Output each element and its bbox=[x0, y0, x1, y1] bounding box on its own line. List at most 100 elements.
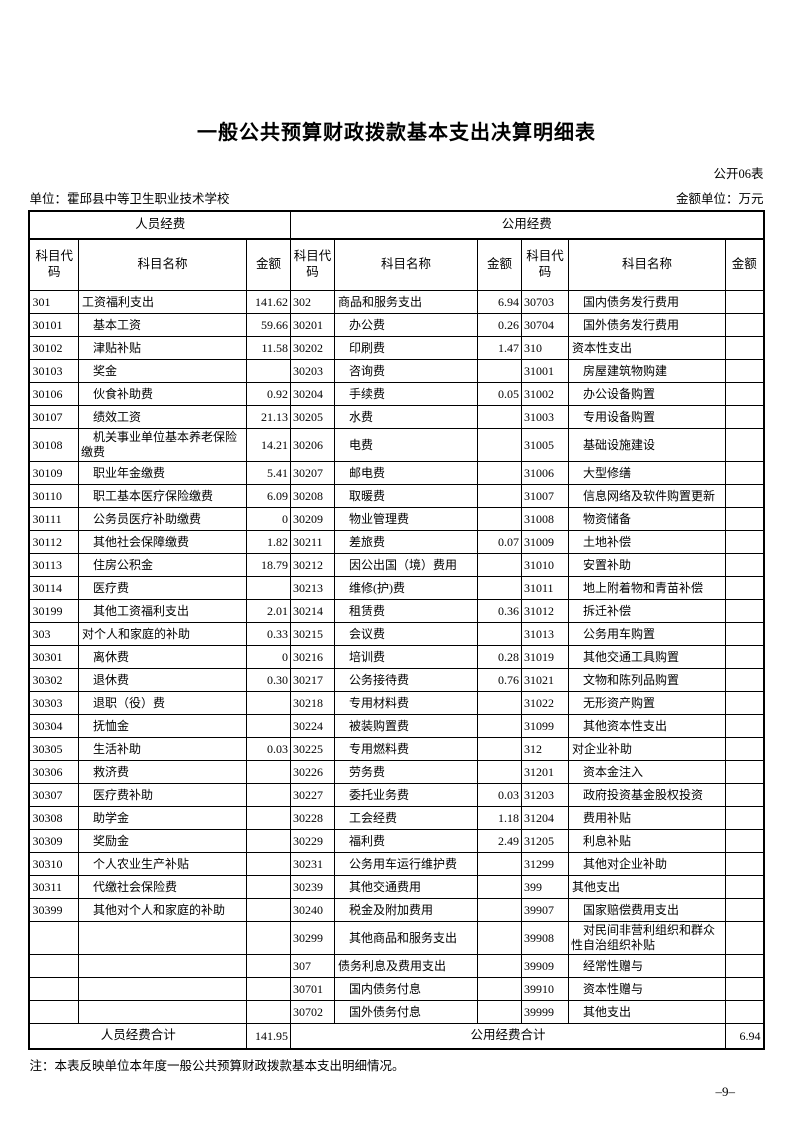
subject-code-cell: 39999 bbox=[521, 1000, 569, 1024]
subject-name-cell: 税金及附加费用 bbox=[334, 898, 478, 922]
subject-code-cell: 30103 bbox=[28, 359, 79, 383]
subject-code-cell: 30109 bbox=[28, 461, 79, 485]
table-row: 30113 住房公积金 18.79 30212 因公出国（境）费用 31010 安置补助 bbox=[28, 553, 765, 577]
form-code: 公开06表 bbox=[713, 167, 764, 181]
subject-code-cell: 30302 bbox=[28, 668, 79, 692]
amount-cell bbox=[477, 553, 522, 577]
subject-code-cell: 30306 bbox=[28, 760, 79, 784]
table-row: 30299 其他商品和服务支出 39908 对民间非营利组织和群众性自治组织补贴 bbox=[28, 921, 765, 955]
subject-name-cell: 办公费 bbox=[334, 313, 478, 337]
table-row: 30101 基本工资 59.66 30201 办公费 0.26 30704 国外债务发行费用 bbox=[28, 313, 765, 337]
subject-code-cell: 39907 bbox=[521, 898, 569, 922]
amount-cell: 6.94 bbox=[477, 290, 522, 314]
amount-cell bbox=[724, 359, 765, 383]
subject-name-cell: 公务用车运行维护费 bbox=[334, 852, 478, 876]
subject-code-cell: 30240 bbox=[290, 898, 335, 922]
subject-code-cell: 39910 bbox=[521, 977, 569, 1001]
subject-name-cell: 水费 bbox=[334, 405, 478, 429]
table-row: 30307 医疗费补助 30227 委托业务费 0.03 31203 政府投资基金股权投资 bbox=[28, 783, 765, 807]
subject-code-cell: 30703 bbox=[521, 290, 569, 314]
totals-row: 人员经费合计 141.95 公用经费合计 6.94 bbox=[28, 1023, 765, 1050]
table-row: 303 对个人和家庭的补助 0.33 30215 会议费 31013 公务用车购置 bbox=[28, 622, 765, 646]
table-row: 30112 其他社会保障缴费 1.82 30211 差旅费 0.07 31009 土地补偿 bbox=[28, 530, 765, 554]
subject-code-cell: 30206 bbox=[290, 428, 335, 462]
subject-name-cell: 对个人和家庭的补助 bbox=[77, 622, 247, 646]
subject-code-cell: 30201 bbox=[290, 313, 335, 337]
subject-code-cell: 399 bbox=[521, 875, 569, 899]
subject-code-cell: 30231 bbox=[290, 852, 335, 876]
subject-name-cell: 电费 bbox=[334, 428, 478, 462]
subject-code-cell: 30203 bbox=[290, 359, 335, 383]
subject-name-cell: 奖励金 bbox=[77, 829, 247, 853]
table-row: 30304 抚恤金 30224 被装购置费 31099 其他资本性支出 bbox=[28, 714, 765, 738]
subject-name-cell: 对企业补助 bbox=[568, 737, 726, 761]
subject-code-cell: 31012 bbox=[521, 599, 569, 623]
amount-cell bbox=[245, 576, 292, 600]
subject-code-cell: 30209 bbox=[290, 507, 335, 531]
table-row: 30310 个人农业生产补贴 30231 公务用车运行维护费 31299 其他对企业补助 bbox=[28, 852, 765, 876]
subject-code-cell: 30301 bbox=[28, 645, 79, 669]
subject-name-cell: 咨询费 bbox=[334, 359, 478, 383]
subject-name-cell: 助学金 bbox=[77, 806, 247, 830]
amount-cell: 0.30 bbox=[245, 668, 292, 692]
amount-cell bbox=[477, 691, 522, 715]
subject-name-cell: 职工基本医疗保险缴费 bbox=[77, 484, 247, 508]
subject-name-cell: 取暖费 bbox=[334, 484, 478, 508]
amount-cell bbox=[724, 507, 765, 531]
subject-code-cell: 30214 bbox=[290, 599, 335, 623]
subject-name-cell: 培训费 bbox=[334, 645, 478, 669]
subject-code-cell: 30310 bbox=[28, 852, 79, 876]
section-header-personnel: 人员经费 bbox=[28, 210, 292, 240]
subject-code-cell: 31005 bbox=[521, 428, 569, 462]
amount-cell bbox=[477, 622, 522, 646]
subject-name-cell: 基本工资 bbox=[77, 313, 247, 337]
amount-cell bbox=[477, 405, 522, 429]
subject-code-cell: 30225 bbox=[290, 737, 335, 761]
subject-name-cell: 其他支出 bbox=[568, 1000, 726, 1024]
amount-cell: 0.03 bbox=[245, 737, 292, 761]
subject-name-cell: 国外债务发行费用 bbox=[568, 313, 726, 337]
table-row: 30701 国内债务付息 39910 资本性赠与 bbox=[28, 977, 765, 1001]
subject-code-cell: 30211 bbox=[290, 530, 335, 554]
amount-cell: 0.36 bbox=[477, 599, 522, 623]
subject-code-cell: 30239 bbox=[290, 875, 335, 899]
subject-code-cell: 31008 bbox=[521, 507, 569, 531]
subject-code-cell: 30215 bbox=[290, 622, 335, 646]
amount-cell bbox=[724, 382, 765, 406]
subject-name-cell: 无形资产购置 bbox=[568, 691, 726, 715]
subject-name-cell: 会议费 bbox=[334, 622, 478, 646]
amount-cell bbox=[724, 852, 765, 876]
subject-code-cell: 30101 bbox=[28, 313, 79, 337]
subject-code-cell: 30213 bbox=[290, 576, 335, 600]
amount-cell bbox=[477, 760, 522, 784]
subject-name-cell: 医疗费 bbox=[77, 576, 247, 600]
subject-name-cell: 其他资本性支出 bbox=[568, 714, 726, 738]
subject-code-cell: 30114 bbox=[28, 576, 79, 600]
subject-code-cell: 30303 bbox=[28, 691, 79, 715]
amount-cell bbox=[724, 1000, 765, 1024]
amount-cell: 11.58 bbox=[245, 336, 292, 360]
page-title: 一般公共预算财政拨款基本支出决算明细表 bbox=[197, 122, 596, 144]
amount-cell: 0.07 bbox=[477, 530, 522, 554]
subject-code-cell: 30205 bbox=[290, 405, 335, 429]
subject-code-cell: 30227 bbox=[290, 783, 335, 807]
subject-code-cell: 31010 bbox=[521, 553, 569, 577]
amount-cell: 0.03 bbox=[477, 783, 522, 807]
subject-name-cell: 邮电费 bbox=[334, 461, 478, 485]
amount-cell bbox=[245, 760, 292, 784]
amount-cell bbox=[245, 1000, 292, 1024]
subject-code-cell: 30199 bbox=[28, 599, 79, 623]
table-row: 30109 职业年金缴费 5.41 30207 邮电费 31006 大型修缮 bbox=[28, 461, 765, 485]
amount-cell: 141.62 bbox=[245, 290, 292, 314]
subject-name-cell: 国内债务发行费用 bbox=[568, 290, 726, 314]
subject-code-cell: 31006 bbox=[521, 461, 569, 485]
amount-cell bbox=[724, 290, 765, 314]
subject-code-cell: 30309 bbox=[28, 829, 79, 853]
subject-code-cell: 31099 bbox=[521, 714, 569, 738]
subject-name-cell: 绩效工资 bbox=[77, 405, 247, 429]
amount-cell bbox=[477, 954, 522, 978]
subject-code-cell: 30304 bbox=[28, 714, 79, 738]
budget-table: 人员经费 公用经费 科目代码 科目名称 金额 科目代码 科目名称 金额 科目代码… bbox=[28, 210, 765, 1050]
subject-name-cell: 职业年金缴费 bbox=[77, 461, 247, 485]
amount-cell: 1.18 bbox=[477, 806, 522, 830]
